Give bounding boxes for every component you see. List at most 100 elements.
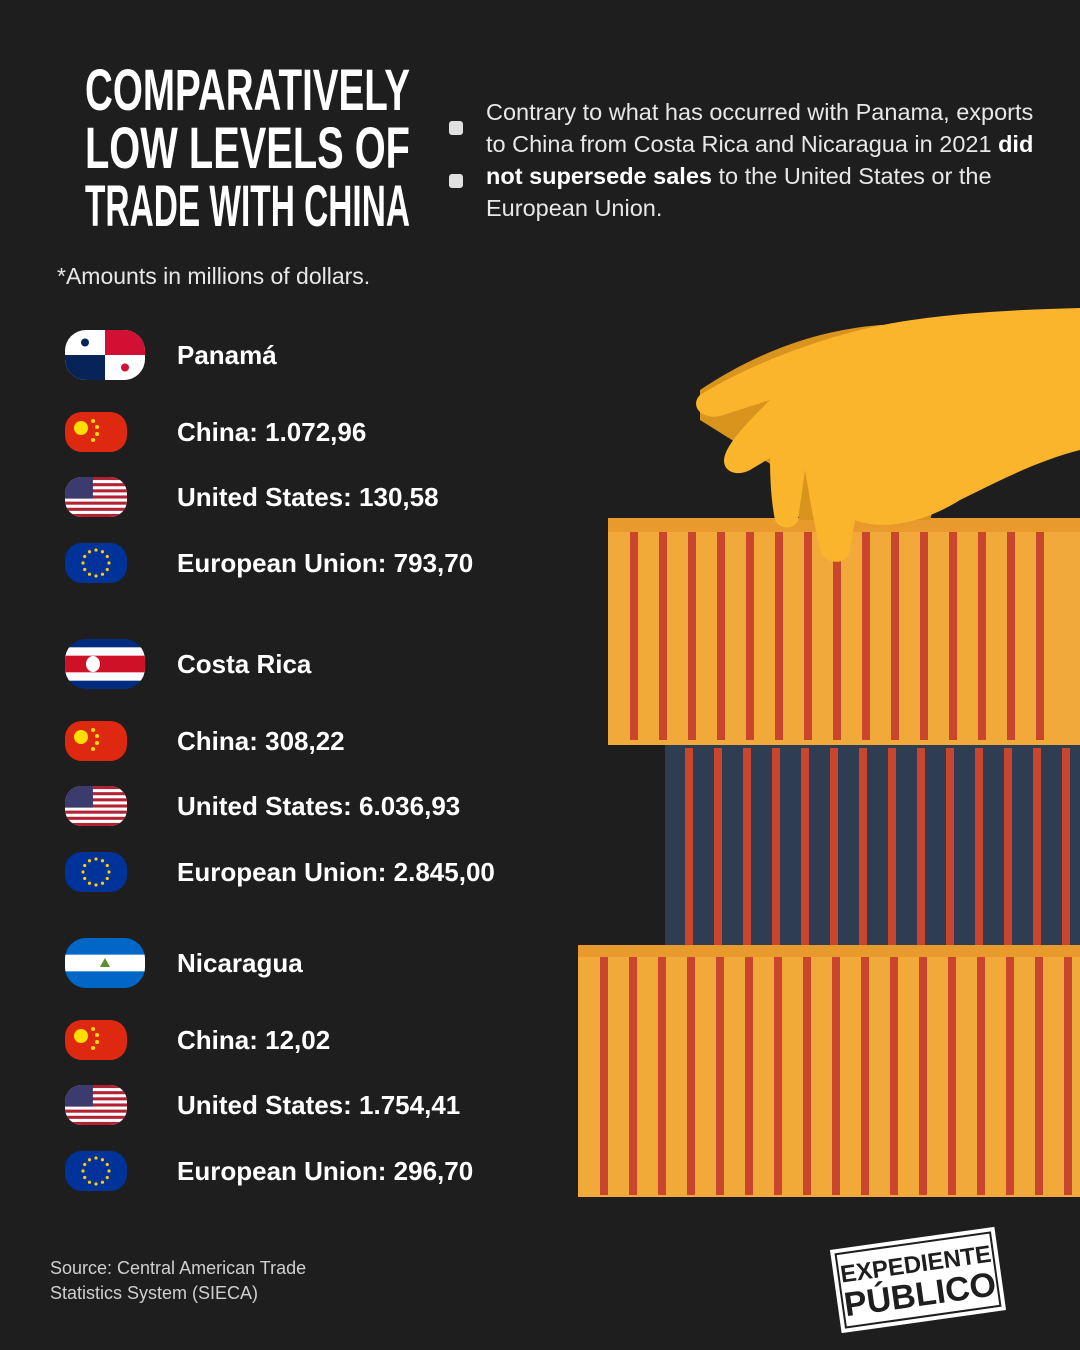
intro-text: did not supersede sales — [486, 131, 1034, 189]
flag-part — [83, 863, 87, 868]
flag-part — [95, 1033, 99, 1037]
flag-part — [87, 1158, 92, 1162]
flag-part — [65, 1085, 93, 1107]
flag-body — [65, 852, 127, 892]
container-rib — [891, 532, 899, 740]
trade-amount: United States: 130,58 — [177, 482, 439, 512]
trade-amount: United States: 1.754,41 — [177, 1090, 460, 1120]
flag-part — [83, 554, 87, 559]
flag-part — [65, 810, 127, 814]
container-rib — [743, 748, 751, 950]
title-line: LOW LEVELS OF — [85, 116, 410, 181]
country-name: Nicaragua — [177, 948, 303, 978]
bullet — [449, 174, 463, 188]
flag-part — [65, 355, 105, 380]
flag-part — [107, 870, 111, 874]
flag-part — [65, 483, 127, 487]
trade-amount: European Union: 296,70 — [177, 1156, 473, 1186]
flag-part — [65, 792, 127, 796]
flag-part — [65, 822, 127, 826]
container-rib — [688, 532, 696, 740]
container-rib — [832, 957, 840, 1195]
flag-part — [74, 730, 88, 744]
title-line: TRADE WITH CHINA — [85, 174, 410, 239]
title-line: COMPARATIVELY — [85, 58, 410, 123]
container-rib — [687, 957, 695, 1195]
flag-part — [94, 548, 98, 552]
flag-part — [86, 656, 100, 672]
container — [665, 745, 1080, 953]
flag-part — [65, 412, 127, 452]
container-rib — [714, 748, 722, 950]
container-frame — [578, 945, 1080, 957]
trade-amount: China: 1.072,96 — [177, 417, 366, 447]
flag-part — [100, 1158, 105, 1162]
flag-part — [100, 550, 105, 554]
flag-part — [65, 495, 127, 499]
source: Source: Central American Trade — [50, 1258, 306, 1278]
flag — [65, 786, 127, 826]
container-rib — [920, 532, 928, 740]
container-rib — [659, 532, 667, 740]
container-rib — [1007, 532, 1015, 740]
container-rib — [803, 957, 811, 1195]
container-rib — [717, 532, 725, 740]
flag-part — [83, 876, 87, 881]
flag-part — [83, 1162, 87, 1167]
flag-part — [107, 561, 111, 565]
intro-text: Contrary to what has occurred with Panam… — [486, 99, 1034, 157]
flag-part — [107, 1169, 111, 1173]
flag-part — [100, 1180, 105, 1184]
flag-part — [65, 798, 127, 802]
flag-part — [65, 786, 93, 808]
flag-part — [65, 477, 127, 481]
container-rib — [830, 748, 838, 950]
flag-body — [65, 1020, 127, 1060]
flag-part — [65, 507, 127, 511]
flag — [65, 721, 127, 761]
container-rib — [917, 748, 925, 950]
flag-part — [65, 1097, 127, 1101]
flag-part — [65, 721, 127, 761]
container-rib — [685, 748, 693, 950]
flag-part — [65, 1091, 127, 1095]
flag-part — [87, 859, 92, 863]
flag-part — [91, 438, 95, 442]
flag-part — [100, 572, 105, 576]
flag-part — [81, 870, 85, 874]
flag-part — [105, 876, 109, 881]
flag-part — [91, 1046, 95, 1050]
flag-part — [87, 881, 92, 885]
container-rib — [600, 957, 608, 1195]
container-rib — [978, 532, 986, 740]
trade-amount: European Union: 793,70 — [177, 548, 473, 578]
container-rib — [1064, 957, 1072, 1195]
flag-part — [74, 1029, 88, 1043]
flag-part — [121, 363, 129, 372]
flag-part — [65, 513, 127, 517]
flag-part — [65, 1103, 127, 1107]
flag-part — [65, 1109, 127, 1113]
flag-part — [105, 1162, 109, 1167]
flag-body — [65, 543, 127, 583]
flag-body — [65, 477, 127, 517]
flag-part — [65, 786, 127, 790]
container-rib — [1033, 748, 1041, 950]
flag-part — [95, 1040, 99, 1044]
flag-body — [65, 412, 127, 452]
country-name: Panamá — [177, 340, 277, 370]
flag-part — [91, 1027, 95, 1031]
logo-box — [829, 1226, 1007, 1334]
container-rib — [775, 532, 783, 740]
trade-amount: China: 12,02 — [177, 1025, 330, 1055]
flag-part — [87, 550, 92, 554]
container-rib — [1035, 957, 1043, 1195]
flag-part — [87, 572, 92, 576]
container-rib — [629, 957, 637, 1195]
flag-part — [94, 1182, 98, 1186]
container-rib — [948, 957, 956, 1195]
flag — [65, 852, 127, 892]
